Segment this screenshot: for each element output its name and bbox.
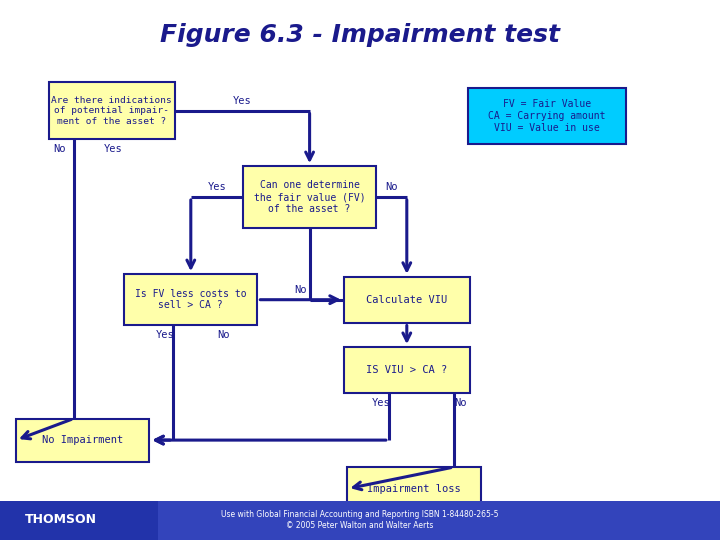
Text: IS VIU > CA ?: IS VIU > CA ? xyxy=(366,365,447,375)
Text: No: No xyxy=(53,144,66,154)
Text: Yes: Yes xyxy=(372,397,391,408)
Text: Is FV less costs to
sell > CA ?: Is FV less costs to sell > CA ? xyxy=(135,289,247,310)
Text: Yes: Yes xyxy=(233,96,251,106)
FancyBboxPatch shape xyxy=(468,87,626,144)
Text: Can one determine
the fair value (FV)
of the asset ?: Can one determine the fair value (FV) of… xyxy=(253,180,366,214)
Text: No: No xyxy=(385,183,397,192)
Text: No: No xyxy=(294,285,307,295)
Text: Yes: Yes xyxy=(104,144,123,154)
FancyBboxPatch shape xyxy=(49,82,174,139)
FancyBboxPatch shape xyxy=(17,418,150,462)
FancyBboxPatch shape xyxy=(344,276,469,322)
Bar xyxy=(0,501,720,540)
Bar xyxy=(0,501,158,540)
Text: Yes: Yes xyxy=(207,183,226,192)
Text: Figure 6.3 - Impairment test: Figure 6.3 - Impairment test xyxy=(160,23,560,47)
Text: THOMSON: THOMSON xyxy=(25,513,97,526)
FancyBboxPatch shape xyxy=(347,467,481,510)
Text: No Impairment: No Impairment xyxy=(42,435,123,445)
Text: Yes: Yes xyxy=(156,330,175,340)
FancyBboxPatch shape xyxy=(243,166,376,228)
Text: Impairment loss: Impairment loss xyxy=(367,484,461,494)
Text: Calculate VIU: Calculate VIU xyxy=(366,295,447,305)
Text: No: No xyxy=(454,397,467,408)
Text: Are there indications
of potential impair-
ment of the asset ?: Are there indications of potential impai… xyxy=(51,96,172,126)
Text: No: No xyxy=(217,330,230,340)
Text: © 2005 Peter Walton and Walter Aerts: © 2005 Peter Walton and Walter Aerts xyxy=(287,522,433,530)
FancyBboxPatch shape xyxy=(125,274,258,325)
Text: Use with Global Financial Accounting and Reporting ISBN 1-84480-265-5: Use with Global Financial Accounting and… xyxy=(221,510,499,518)
FancyBboxPatch shape xyxy=(344,347,469,393)
Text: FV = Fair Value
CA = Carrying amount
VIU = Value in use: FV = Fair Value CA = Carrying amount VIU… xyxy=(488,99,606,133)
